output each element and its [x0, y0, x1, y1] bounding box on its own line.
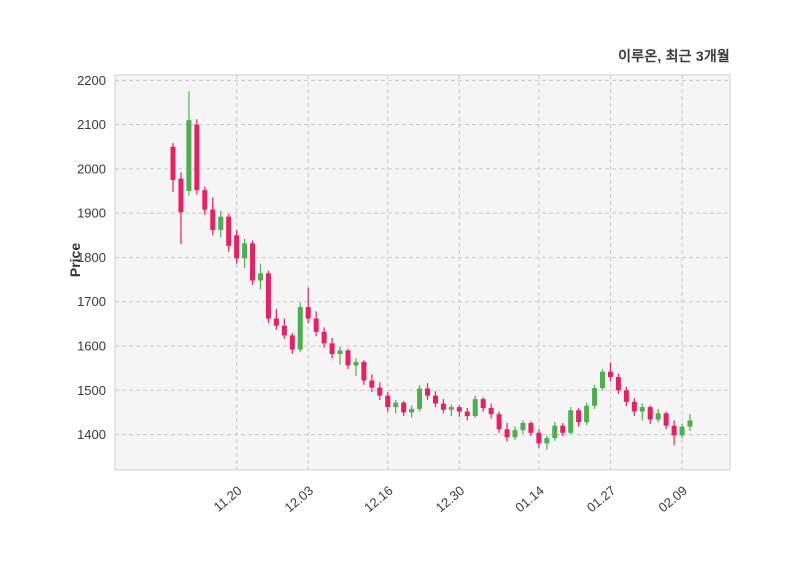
candle-body-down: [234, 235, 240, 259]
candle-body-up: [472, 399, 478, 416]
y-axis-label: Price: [67, 242, 84, 278]
y-tick-label: 2200: [77, 73, 106, 88]
candle-body-up: [337, 350, 343, 354]
candle-body-down: [178, 178, 184, 213]
candle-body-down: [377, 387, 383, 396]
candle-body-down: [464, 411, 470, 416]
candle-body-down: [265, 273, 271, 319]
candle-body-down: [480, 399, 486, 409]
candle-body-down: [361, 361, 367, 381]
candle-body-down: [369, 380, 375, 388]
candle-body-down: [496, 414, 502, 430]
candle-body-down: [432, 395, 438, 404]
y-tick-label: 1500: [77, 383, 106, 398]
plot-area: [115, 75, 730, 470]
candle-body-up: [393, 402, 399, 408]
candle-body-up: [512, 430, 518, 438]
candle-body-up: [409, 408, 415, 413]
y-tick-label: 1800: [77, 250, 106, 265]
candle-body-down: [647, 407, 653, 420]
candle-body-down: [536, 432, 542, 444]
candle-body-up: [242, 243, 248, 259]
candle-body-up: [600, 371, 606, 389]
candle-body-up: [568, 410, 574, 433]
candle-body-down: [456, 407, 462, 412]
candle-body-down: [576, 410, 582, 423]
candle-body-down: [528, 423, 534, 433]
plot-border: [114, 74, 731, 471]
y-tick-label: 2100: [77, 117, 106, 132]
candle-body-up: [353, 361, 359, 366]
candle-body-down: [329, 343, 335, 354]
candle-body-down: [401, 402, 407, 413]
candle-body-up: [297, 307, 303, 350]
candle-body-up: [592, 388, 598, 406]
candle-body-down: [250, 243, 256, 281]
y-tick-label: 1600: [77, 339, 106, 354]
candle-body-down: [194, 124, 200, 191]
y-tick-label: 2000: [77, 161, 106, 176]
candle-body-down: [663, 413, 669, 426]
candle-body-down: [615, 377, 621, 391]
candle-body-up: [186, 120, 192, 192]
candle-body-down: [313, 318, 319, 332]
x-tick-label: 01.27: [584, 483, 619, 515]
candle-body-up: [520, 423, 526, 431]
candle-body-up: [655, 413, 661, 420]
candle-body-down: [425, 388, 431, 396]
x-tick-label: 11.20: [211, 483, 245, 515]
candle-body-up: [544, 438, 550, 444]
y-tick-label: 1700: [77, 294, 106, 309]
x-tick-label: 12.03: [282, 483, 317, 515]
candle-body-down: [289, 335, 295, 350]
candle-body-up: [552, 425, 558, 439]
candle-body-down: [202, 190, 208, 210]
candle-body-down: [170, 146, 176, 180]
candle-body-down: [504, 429, 510, 438]
candle-body-up: [218, 216, 224, 230]
candle-body-up: [639, 407, 645, 412]
candle-body-down: [281, 325, 287, 336]
candle-body-down: [305, 307, 311, 319]
y-tick-label: 1400: [77, 427, 106, 442]
candle-body-down: [671, 425, 677, 436]
candle-body-down: [560, 425, 566, 433]
candle-body-up: [679, 426, 685, 436]
x-tick-label: 12.16: [361, 483, 396, 515]
candle-body-down: [385, 395, 391, 408]
candle-body-up: [687, 420, 693, 427]
x-tick-label: 01.14: [512, 483, 547, 515]
candle-body-down: [607, 371, 613, 378]
candle-body-up: [417, 388, 423, 409]
x-tick-label: 12.30: [433, 483, 468, 515]
candle-body-up: [584, 405, 590, 423]
y-tick-label: 1900: [77, 206, 106, 221]
candle-body-down: [273, 318, 279, 326]
candle-body-down: [345, 350, 351, 366]
candle-body-up: [448, 407, 454, 410]
candle-body-down: [210, 209, 216, 230]
candle-body-down: [440, 403, 446, 410]
chart-title: 이루온, 최근 3개월: [618, 48, 730, 64]
candle-body-down: [321, 331, 327, 344]
x-tick-label: 02.09: [655, 483, 690, 515]
candle-body-down: [226, 216, 232, 246]
candle-body-down: [631, 401, 637, 412]
candle-body-down: [488, 408, 494, 415]
candle-body-up: [257, 273, 263, 281]
candle-body-down: [623, 390, 629, 402]
